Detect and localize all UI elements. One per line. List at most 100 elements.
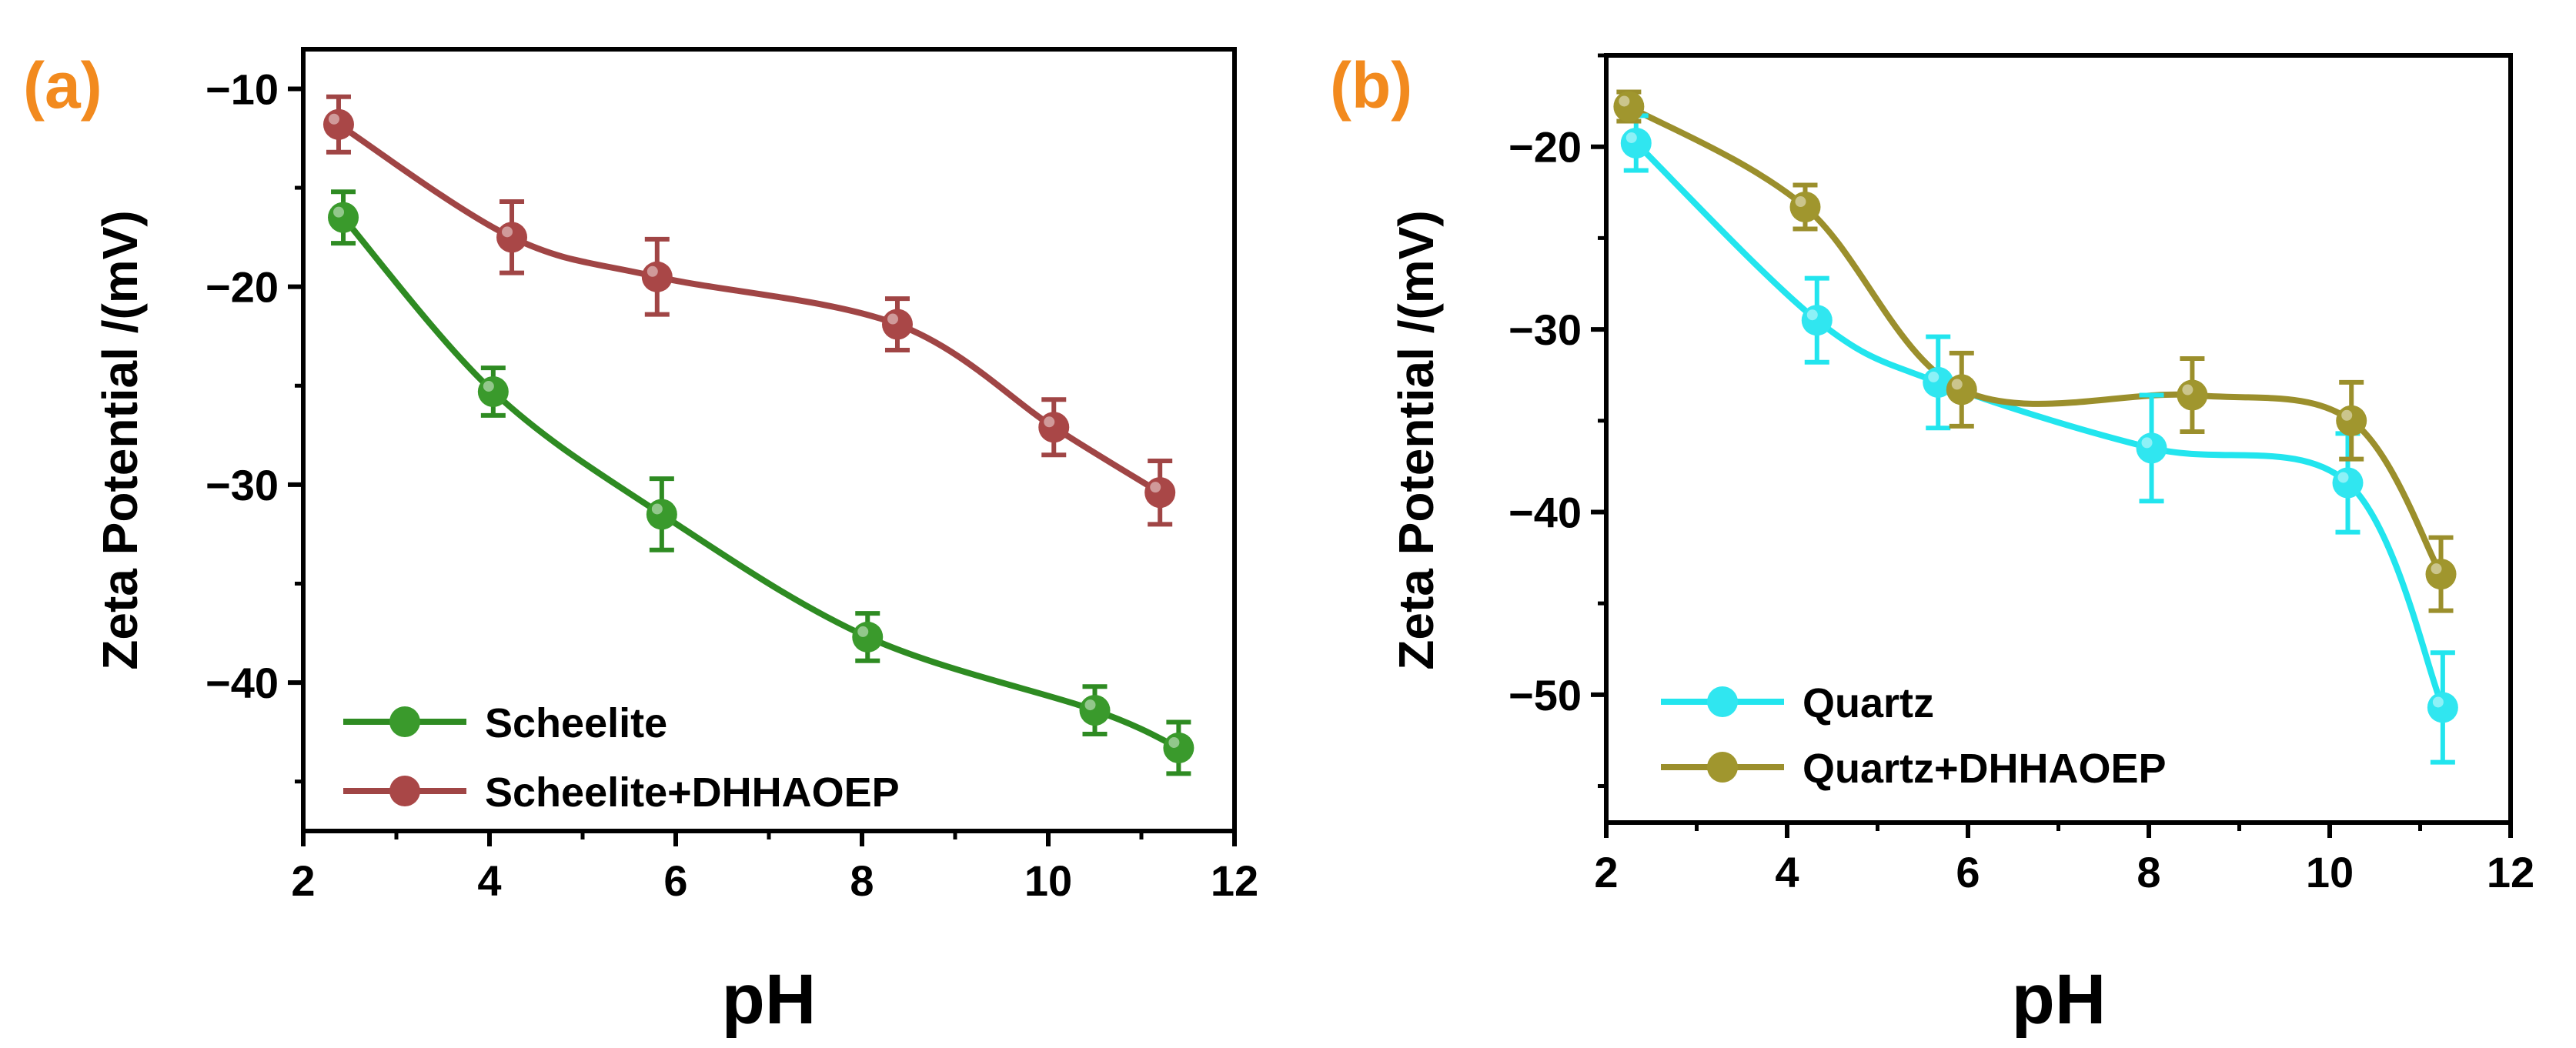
data-point [641,236,673,317]
data-point [328,189,359,246]
data-marker [1923,366,1954,398]
x-tick-label: 2 [291,856,315,905]
data-marker [496,222,528,253]
series-line-0 [1632,139,2446,711]
data-point [1079,684,1111,736]
marker-highlight [483,380,494,392]
y-tick-label: −30 [205,461,279,509]
data-point [881,296,913,352]
chart-panel-b: 2 4 6 8 10 12 −20 −30 −40 −50 (b) pH Zeta Potenti… [1330,49,2534,1039]
data-point [1163,719,1194,776]
legend-label-quartz-dhhaoep: Quartz+DHHAOEP [1803,746,2167,792]
data-marker [2177,379,2208,411]
data-marker [641,261,673,292]
marker-highlight [1625,132,1637,143]
data-points-b [1613,89,2458,765]
marker-highlight [2431,563,2442,575]
x-tick-label: 12 [1211,856,1258,905]
legend-label-scheelite-dhhaoep: Scheelite+DHHAOEP [485,769,900,816]
x-tick-label: 6 [1956,848,1980,896]
data-marker [328,202,359,233]
y-tick-label: −40 [205,659,279,707]
x-tick-label: 10 [1024,856,1072,905]
data-point [1613,89,1645,124]
data-points-a [322,94,1194,776]
data-marker [852,621,884,652]
data-marker [1620,127,1652,159]
marker-highlight [1044,416,1055,428]
y-tick-label: −20 [205,263,279,312]
data-point [2425,535,2457,613]
marker-highlight [1951,379,1963,390]
marker-highlight [2337,472,2349,483]
data-point [2427,650,2458,765]
data-marker [322,108,354,140]
marker-highlight [2432,696,2444,708]
data-marker [646,499,677,530]
data-point [2177,356,2208,435]
data-point [2332,431,2364,535]
marker-highlight [502,226,513,238]
marker-highlight [651,503,663,515]
marker-highlight [857,626,869,637]
legend-entry-quartz-dhhaoep: Quartz+DHHAOEP [1661,746,2167,792]
y-tick-label: −20 [1509,123,1582,172]
data-point [2136,392,2167,504]
x-tick-label: 8 [850,856,874,905]
marker-highlight [2182,384,2193,396]
data-marker [2336,405,2367,436]
data-marker [2332,467,2364,499]
y-tick-label: −50 [1509,671,1582,719]
axis-ticks-a: 2 4 6 8 10 12 −10 −20 −30 −40 [205,65,1258,905]
marker-highlight [1795,196,1806,208]
legend-marker-scheelite [389,706,420,737]
x-tick-label: 4 [1775,848,1799,896]
x-axis-title-a: pH [722,960,817,1039]
data-marker [1163,732,1194,763]
marker-highlight [2141,437,2153,449]
x-tick-label: 10 [2306,848,2354,896]
legend-entry-quartz: Quartz [1661,680,1934,726]
legend-b: Quartz Quartz+DHHAOEP [1661,680,2167,792]
data-marker [1038,412,1070,443]
data-marker [477,375,509,407]
marker-highlight [887,313,898,325]
legend-a: Scheelite Scheelite+DHHAOEP [343,700,900,816]
chart-panel-a: 2 4 6 8 10 12 −10 −20 −30 −40 (a) pH Zeta Potenti… [23,47,1258,1039]
data-marker [1789,192,1821,223]
data-point [1038,397,1070,458]
data-marker [1613,91,1645,122]
marker-highlight [1168,736,1180,748]
x-tick-label: 8 [2137,848,2160,896]
data-point [1144,459,1176,527]
data-point [496,199,528,275]
axis-ticks-b: 2 4 6 8 10 12 −20 −30 −40 −50 [1509,53,2534,896]
x-tick-label: 4 [477,856,501,905]
marker-highlight [1084,699,1096,711]
y-axis-title-a: Zeta Potential /(mV) [92,210,148,669]
data-point [477,365,509,418]
data-marker [2427,692,2458,723]
marker-highlight [2341,409,2353,421]
data-point [1789,182,1821,232]
data-point [1946,350,1977,429]
data-marker [1946,374,1977,406]
marker-highlight [328,113,339,125]
marker-highlight [1928,371,1940,382]
data-marker [1801,305,1833,336]
y-tick-label: −10 [205,65,279,113]
data-point [2336,379,2367,462]
panel-label-b: (b) [1330,49,1412,122]
legend-marker-scheelite-dhhaoep [389,776,420,806]
x-axis-title-b: pH [2012,960,2107,1039]
marker-highlight [1150,482,1161,493]
panel-label-a: (a) [23,49,102,122]
data-marker [2425,559,2457,590]
data-point [852,611,884,663]
legend-marker-quartz-dhhaoep [1707,752,1738,783]
x-tick-label: 6 [663,856,687,905]
data-marker [881,309,913,340]
legend-label-quartz: Quartz [1803,680,1934,726]
legend-entry-scheelite-dhhaoep: Scheelite+DHHAOEP [343,769,900,816]
